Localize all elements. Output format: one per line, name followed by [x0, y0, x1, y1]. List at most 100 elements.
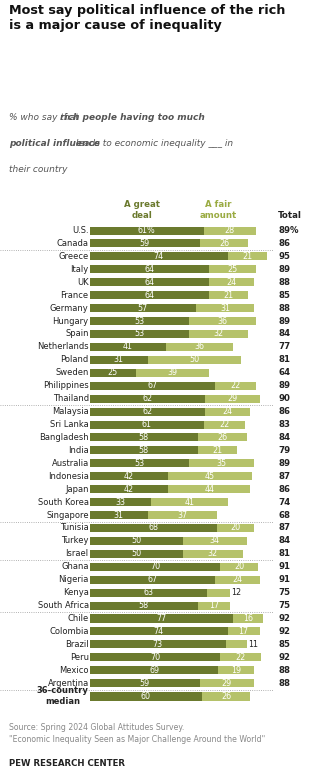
Text: 69: 69	[149, 665, 159, 675]
Bar	[200, 679, 254, 687]
Bar	[90, 537, 183, 545]
Text: 26: 26	[221, 691, 231, 701]
Text: Malaysia: Malaysia	[52, 407, 89, 416]
Text: Israel: Israel	[66, 549, 89, 558]
Text: 31: 31	[220, 303, 230, 313]
Text: 62: 62	[143, 394, 153, 404]
Text: Japan: Japan	[65, 485, 89, 493]
Text: Philippines: Philippines	[43, 382, 89, 390]
Text: Spain: Spain	[65, 329, 89, 339]
Bar	[168, 472, 252, 480]
Text: 92: 92	[278, 614, 290, 623]
Text: A great
deal: A great deal	[124, 200, 160, 220]
Text: leads to economic inequality ___ in: leads to economic inequality ___ in	[73, 139, 233, 149]
Bar	[90, 692, 202, 701]
Text: 84: 84	[278, 433, 290, 442]
Text: 58: 58	[139, 601, 149, 610]
Bar	[90, 563, 220, 571]
Bar	[136, 369, 209, 377]
Text: 26: 26	[217, 433, 227, 442]
Bar	[90, 524, 217, 532]
Text: 85: 85	[278, 291, 290, 300]
Text: 63: 63	[144, 588, 153, 597]
Bar	[90, 317, 188, 325]
Text: 53: 53	[134, 459, 144, 468]
Text: 37: 37	[177, 511, 187, 519]
Bar	[204, 421, 245, 429]
Text: Indonesia: Indonesia	[48, 472, 89, 481]
Text: 87: 87	[278, 472, 290, 481]
Text: 58: 58	[139, 446, 149, 455]
Text: France: France	[60, 291, 89, 300]
Bar	[90, 511, 148, 519]
Bar	[90, 679, 200, 687]
Bar	[90, 253, 228, 260]
Text: political influence: political influence	[9, 139, 100, 149]
Bar	[90, 407, 206, 415]
Bar	[207, 589, 230, 597]
Text: 88: 88	[278, 679, 290, 687]
Text: 58: 58	[139, 433, 149, 442]
Text: 83: 83	[278, 420, 290, 429]
Bar	[166, 343, 233, 351]
Text: 67: 67	[147, 576, 157, 584]
Text: 84: 84	[278, 536, 290, 545]
Text: 92: 92	[278, 653, 290, 662]
Bar	[90, 382, 215, 389]
Text: 50: 50	[131, 549, 141, 558]
Bar	[90, 239, 200, 247]
Text: 64: 64	[144, 265, 154, 274]
Bar	[209, 265, 256, 274]
Text: 84: 84	[278, 329, 290, 339]
Bar	[215, 382, 256, 389]
Bar	[209, 278, 254, 286]
Text: 61%: 61%	[138, 226, 156, 235]
Text: 32: 32	[208, 549, 218, 558]
Text: 68: 68	[278, 511, 290, 519]
Bar	[90, 653, 220, 662]
Bar	[90, 330, 188, 338]
Text: rich people having too much: rich people having too much	[60, 113, 205, 123]
Text: 75: 75	[278, 601, 290, 610]
Text: 22: 22	[219, 420, 229, 429]
Bar	[209, 291, 248, 300]
Text: 88: 88	[278, 303, 290, 313]
Bar	[90, 291, 209, 300]
Text: 73: 73	[153, 640, 163, 649]
Bar	[148, 511, 217, 519]
Text: Ghana: Ghana	[61, 562, 89, 572]
Text: 91: 91	[278, 576, 290, 584]
Text: India: India	[68, 446, 89, 455]
Text: 45: 45	[205, 472, 215, 481]
Bar	[148, 356, 241, 364]
Text: 36: 36	[195, 343, 205, 351]
Text: 17: 17	[239, 627, 249, 636]
Text: 89: 89	[278, 459, 290, 468]
Text: 50: 50	[131, 536, 141, 545]
Bar	[183, 537, 246, 545]
Bar	[220, 563, 258, 571]
Text: 53: 53	[134, 317, 144, 325]
Bar	[90, 447, 198, 454]
Text: 31: 31	[113, 355, 124, 364]
Bar	[90, 278, 209, 286]
Text: Singapore: Singapore	[46, 511, 89, 519]
Text: 25: 25	[108, 368, 118, 377]
Text: 39: 39	[168, 368, 178, 377]
Text: Thailand: Thailand	[53, 394, 89, 404]
Bar	[90, 227, 204, 235]
Text: % who say that: % who say that	[9, 113, 82, 123]
Text: 64: 64	[144, 291, 154, 300]
Bar	[90, 640, 226, 648]
Text: Bangladesh: Bangladesh	[39, 433, 89, 442]
Text: 21: 21	[242, 252, 253, 261]
Text: Chile: Chile	[68, 614, 89, 623]
Text: Brazil: Brazil	[65, 640, 89, 649]
Text: 91: 91	[278, 562, 290, 572]
Text: Italy: Italy	[70, 265, 89, 274]
Text: 24: 24	[223, 407, 233, 416]
Text: Germany: Germany	[50, 303, 89, 313]
Text: A fair
amount: A fair amount	[200, 200, 237, 220]
Text: 19: 19	[231, 665, 241, 675]
Text: 64: 64	[144, 278, 154, 287]
